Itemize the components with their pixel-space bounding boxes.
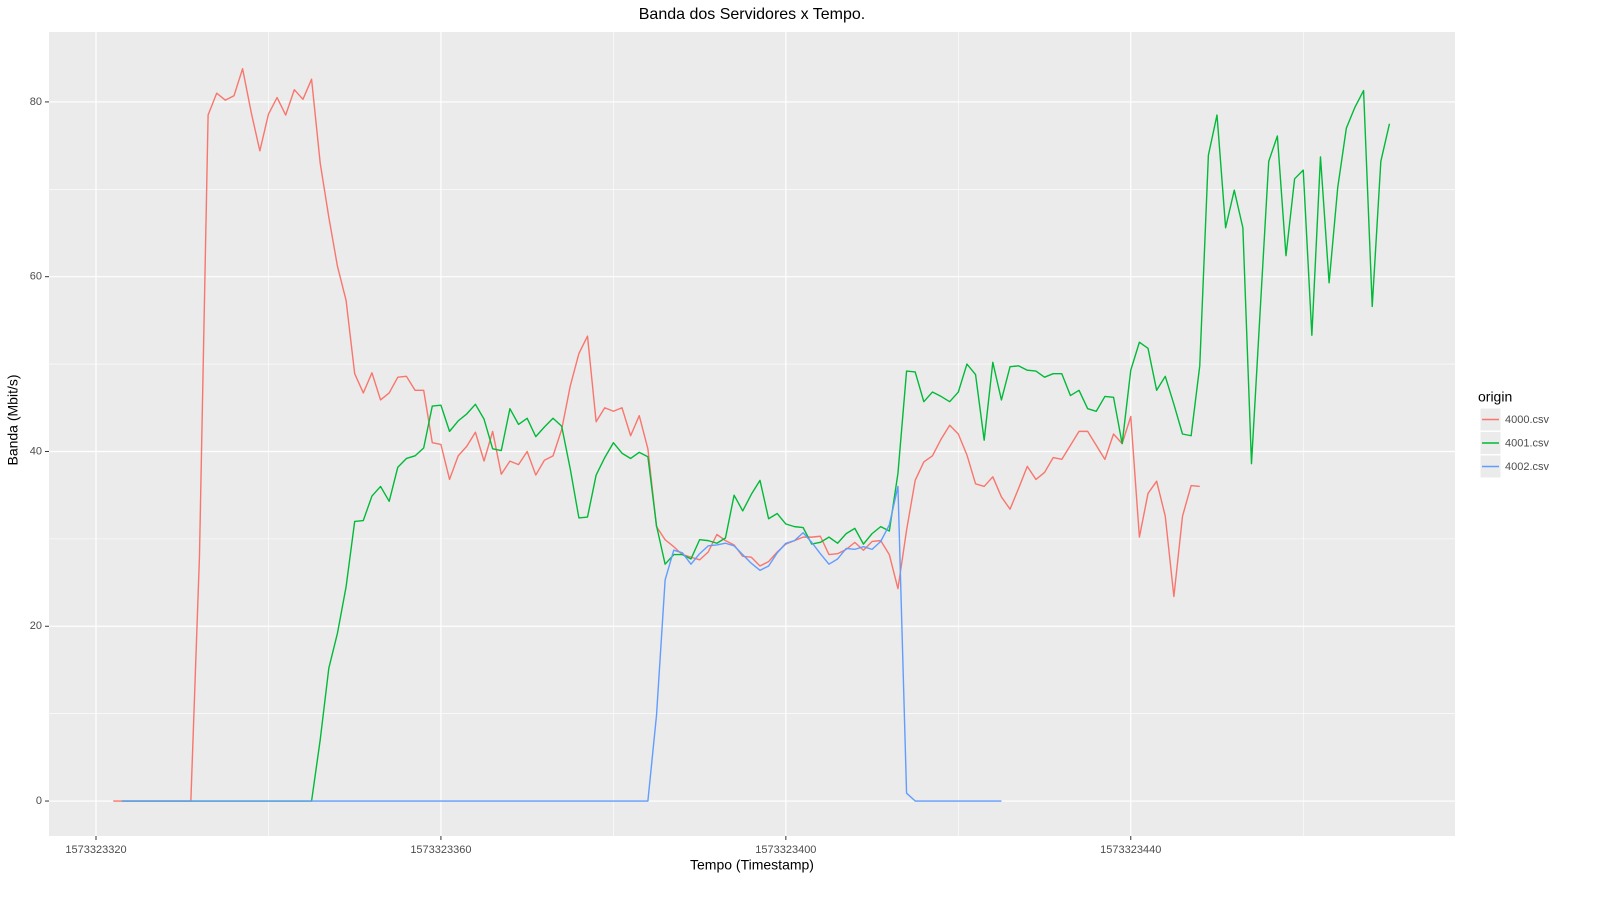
x-tick-label: 1573323360 [410, 844, 471, 856]
x-tick-label: 1573323440 [1100, 844, 1161, 856]
legend-label: 4002.csv [1505, 461, 1550, 473]
y-tick-label: 0 [36, 795, 42, 807]
y-tick-label: 80 [30, 96, 42, 108]
series-line [121, 485, 1002, 802]
y-tick-label: 40 [30, 445, 42, 457]
chart-title: Banda dos Servidores x Tempo. [639, 6, 866, 23]
x-axis-label: Tempo (Timestamp) [690, 857, 814, 873]
y-axis-label: Banda (Mbit/s) [5, 374, 21, 465]
legend-title: origin [1478, 389, 1512, 405]
legend-label: 4001.csv [1505, 437, 1550, 449]
legend-label: 4000.csv [1505, 414, 1550, 426]
x-tick-label: 1573323400 [755, 844, 816, 856]
series-line [121, 89, 1391, 802]
x-tick-label: 1573323320 [65, 844, 126, 856]
y-tick-label: 60 [30, 271, 42, 283]
y-tick-label: 20 [30, 620, 42, 632]
panel [49, 32, 1455, 836]
